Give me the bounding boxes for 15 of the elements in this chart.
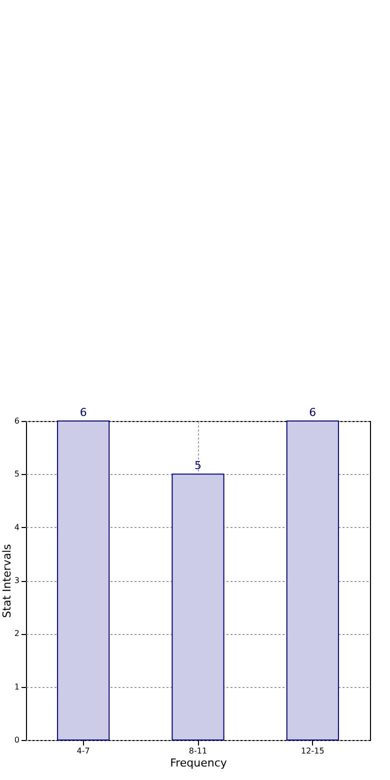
y-tick-label: 3 <box>14 576 20 585</box>
x-tick-label: 4-7 <box>76 746 90 756</box>
x-tick-label: 8-11 <box>188 746 208 756</box>
y-tick-label: 2 <box>14 629 20 638</box>
data-label: 5 <box>194 459 202 472</box>
data-label: 6 <box>309 406 316 419</box>
y-axis-title: Stat Intervals <box>0 544 14 618</box>
y-tick-label: 1 <box>14 682 20 692</box>
y-tick-label: 5 <box>14 470 20 479</box>
y-tick-label: 4 <box>14 522 20 532</box>
y-tick-label: 0 <box>14 736 20 744</box>
x-axis-title: Frequency <box>170 756 228 770</box>
data-label: 6 <box>80 406 87 419</box>
x-tick-label: 12-15 <box>301 746 324 756</box>
y-tick-label: 6 <box>14 416 20 426</box>
